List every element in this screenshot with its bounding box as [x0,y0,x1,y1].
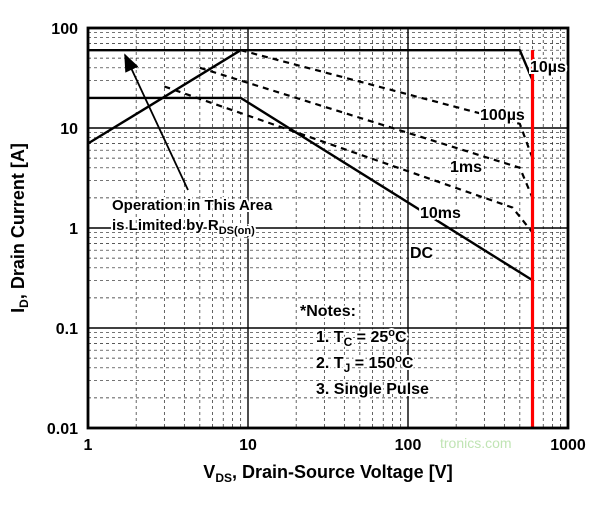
y-tick-label: 1 [69,221,78,238]
y-axis-label: ID, Drain Current [A] [8,143,31,313]
soa-chart: 1 10 100 1000 0.01 0.1 1 10 100 VDS, Drain-Source… [0,0,600,516]
notes-title: *Notes: [300,303,356,320]
x-tick-label: 1 [84,437,93,454]
chart-svg: 1 10 100 1000 0.01 0.1 1 10 100 VDS, Drain-Source… [0,0,600,516]
x-tick-label: 1000 [550,437,586,454]
x-tick-label: 100 [395,437,422,454]
x-tick-label: 10 [239,437,257,454]
y-tick-label: 10 [60,121,78,138]
y-tick-label: 0.1 [56,321,78,338]
watermark-text: tronics.com [440,435,512,451]
annotation-text: Operation in This Area [112,197,273,214]
x-axis-label: VDS, Drain-Source Voltage [V] [203,462,452,485]
curve-label-dc: DC [410,245,434,262]
y-tick-label: 100 [51,21,78,38]
y-tick-label: 0.01 [47,421,78,438]
curve-label-100us: 100µs [480,107,525,124]
curve-label-1ms: 1ms [450,159,482,176]
notes-item: 3. Single Pulse [316,381,429,398]
curve-label-10ms: 10ms [420,205,461,222]
curve-label-10us: 10µs [530,59,566,76]
